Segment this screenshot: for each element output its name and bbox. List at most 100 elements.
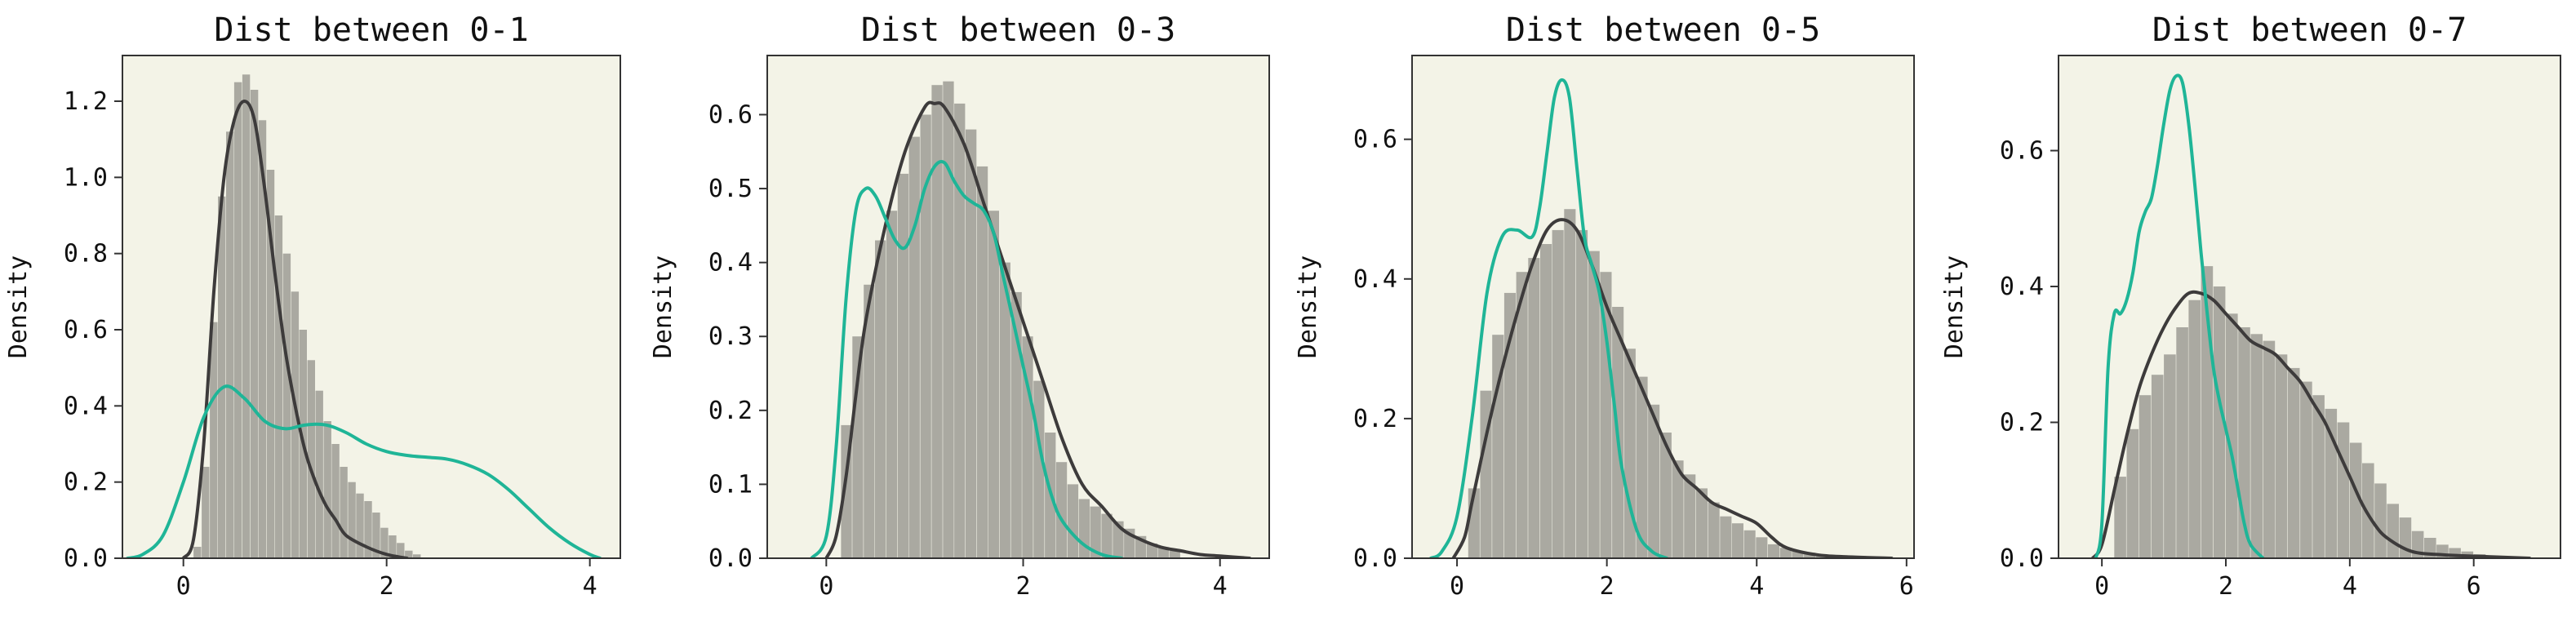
histogram-bar [1623,348,1636,558]
histogram-bar [1768,544,1780,558]
histogram-bar [1552,229,1564,558]
histogram-bar [2126,428,2139,558]
histogram-bar [2176,327,2188,558]
y-tick-label: 0.0 [708,544,753,573]
histogram-bar [2226,313,2238,558]
histogram-bar [2300,381,2312,558]
kde-line-dark [1451,218,1894,558]
histogram-bar [2213,286,2226,558]
histogram-bar [2139,395,2152,558]
y-tick-label: 0.1 [708,470,753,499]
histogram-bar [1067,484,1079,558]
histogram-bar [1672,460,1684,558]
y-tick-label: 0.4 [1353,265,1397,294]
histogram-bar [356,493,364,558]
histogram-bar [291,291,300,558]
histogram-bar [966,129,977,558]
histogram-bar [282,253,291,558]
y-tick-label: 0.0 [2000,544,2044,573]
histogram-bar [233,82,242,558]
histogram-bar [1684,474,1696,558]
y-axis-label: Density [4,255,33,358]
histogram-bar [372,513,380,558]
histogram-bar [1708,502,1720,558]
y-tick-label: 0.6 [1353,126,1397,154]
x-tick-label: 6 [1899,572,1914,601]
histogram-bar [1588,251,1600,558]
histogram-bar [2263,340,2276,558]
histogram-bar [323,421,331,558]
histogram-bar [999,262,1010,558]
histogram-bar [1169,550,1180,558]
plot-content [126,74,602,558]
histogram-bar [1720,516,1732,558]
y-tick-label: 0.4 [2000,273,2044,301]
histogram-bar [2164,354,2176,558]
histogram-bar [258,120,267,558]
x-tick-label: 0 [2094,572,2109,601]
histogram-bar [218,196,226,558]
histogram-bar [1528,258,1540,558]
kde-line-teal [2094,73,2265,558]
y-tick-label: 0.6 [64,316,108,344]
y-tick-label: 0.0 [1353,544,1397,573]
y-tick-label: 0.2 [2000,409,2044,437]
kde-line-teal [126,384,602,558]
histogram-bar [2349,442,2362,558]
histogram-bar [1010,291,1022,558]
x-tick-label: 0 [819,572,833,601]
chart-title: Dist between 0-1 [214,11,528,49]
y-tick-label: 1.2 [64,87,108,116]
kde-line-dark [181,100,409,558]
y-tick-label: 0.4 [64,392,108,420]
histogram-bar [1731,523,1743,558]
plot-frame [1411,55,1915,559]
x-tick-label: 6 [2467,572,2481,601]
plot-content [2090,73,2531,558]
plot-frame [122,55,621,559]
y-tick-label: 0.3 [708,322,753,351]
subplot-1: 0 2 4 0.0 0.2 0.4 0.6 0.8 1.0 1.2 Dist between 0-1… [4,11,621,601]
histogram-bar [954,103,966,558]
histogram-bar [348,482,356,558]
x-tick-label: 2 [380,572,394,601]
y-tick-label: 0.2 [1353,405,1397,433]
histogram-bar [1576,229,1588,558]
y-axis-label: Density [649,255,677,358]
histogram-bar [1792,551,1804,558]
plot-content [1428,78,1894,558]
histogram-bar [1564,209,1576,558]
histogram-bar [2188,300,2201,558]
histogram-bar [2325,408,2338,558]
histogram-bar [1033,380,1045,558]
histogram-bar [266,170,275,558]
histogram-bar [2362,463,2374,558]
y-tick-label: 0.6 [2000,137,2044,166]
histogram-bar [1113,521,1124,558]
histogram-bar [886,211,898,558]
histogram-bar [1756,537,1768,558]
histogram-bar [864,284,875,558]
histogram-bar [2387,504,2399,558]
histogram-bar [943,81,954,558]
plot-area [122,55,620,558]
histogram-bar [908,136,920,558]
x-tick-label: 4 [1749,572,1764,601]
histogram-bar [1503,292,1516,558]
chart-title: Dist between 0-3 [861,11,1175,49]
histogram-bar [307,360,315,558]
kde-line-teal [810,160,1124,558]
y-axis-label: Density [1940,255,1969,358]
histogram-bar [897,173,909,558]
histogram-bar [2287,367,2300,558]
histogram-bar [1636,376,1648,558]
histogram-bar [274,215,283,558]
histogram-bar [315,390,323,558]
subplot-3: 0 2 4 6 0.0 0.2 0.4 0.6 Dist between 0-5 Density [1294,11,1915,601]
histogram-bar [1516,272,1528,558]
y-tick-label: 0.4 [708,249,753,277]
y-tick-label: 0.8 [64,240,108,269]
histogram-bar [250,90,259,558]
subplot-2: 0 2 4 0.0 0.1 0.2 0.3 0.4 0.5 0.6 Dist between 0-3… [649,11,1270,601]
